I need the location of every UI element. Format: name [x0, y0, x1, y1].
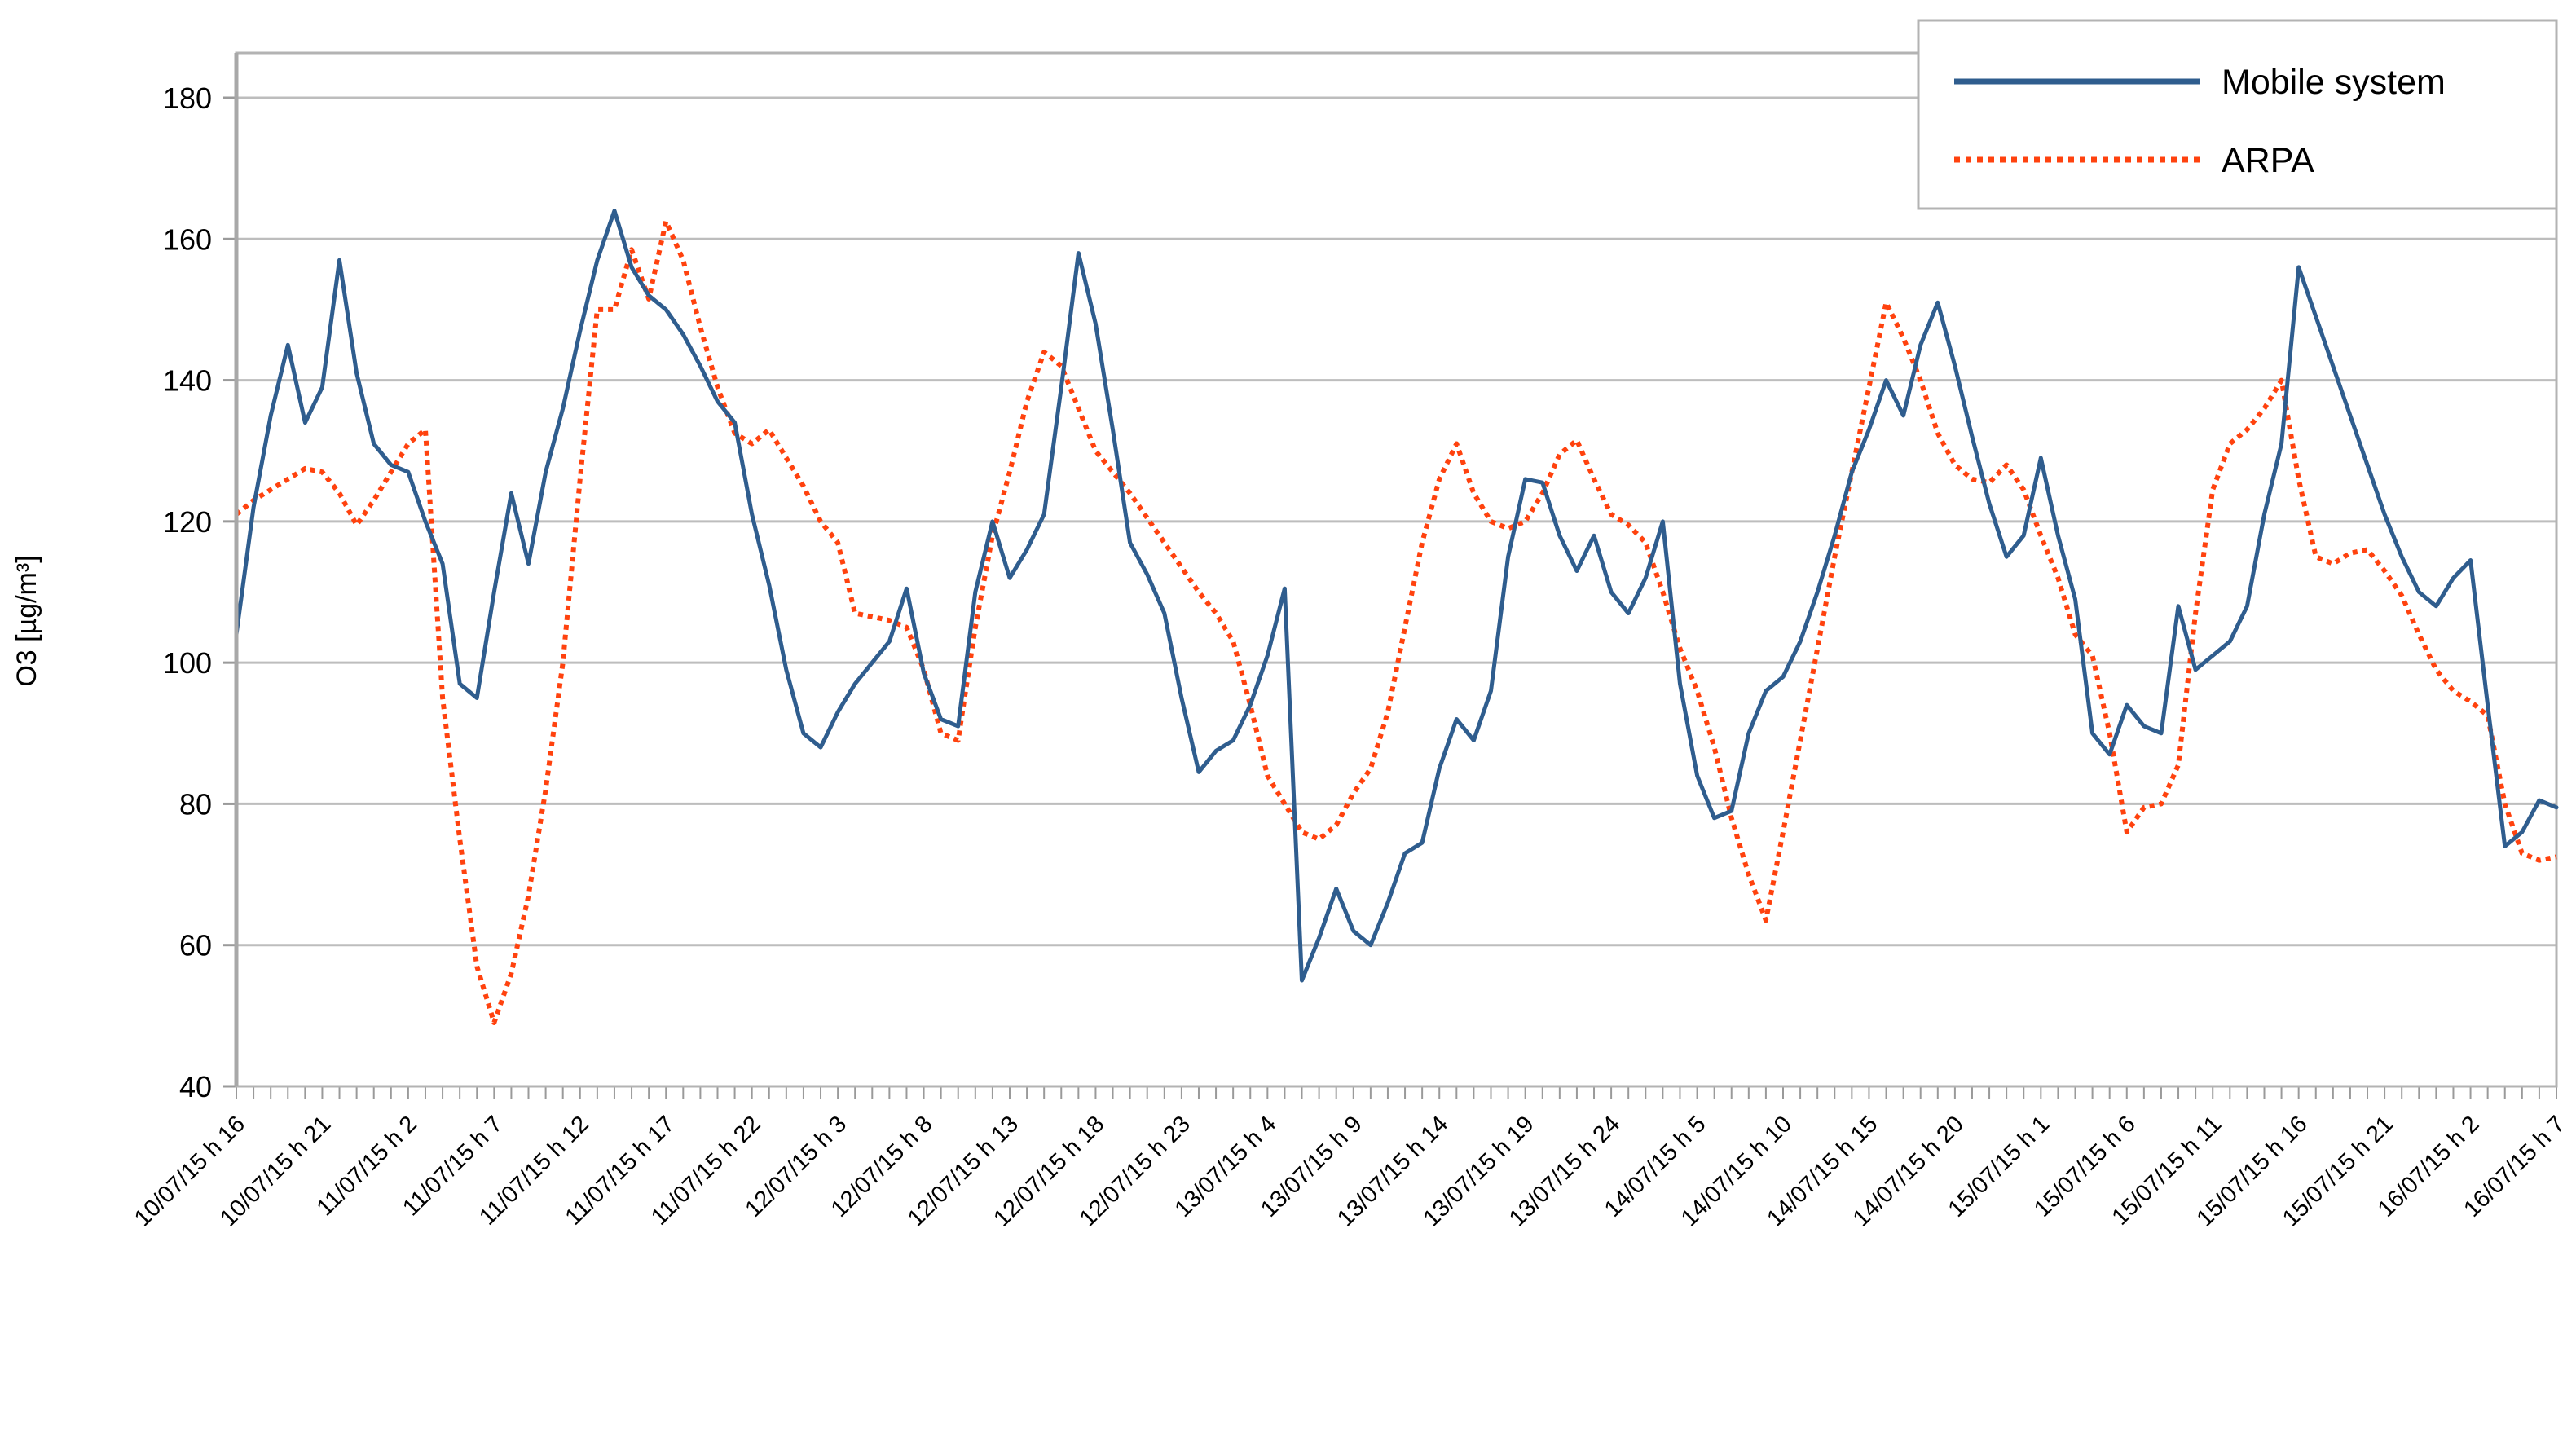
- legend-label-mobile-system: Mobile system: [2222, 63, 2446, 102]
- y-tick-label: 140: [163, 364, 212, 398]
- series-arpa: [235, 218, 2557, 1025]
- y-tick-label: 60: [179, 929, 212, 962]
- y-tick-label: 100: [163, 646, 212, 680]
- y-tick-label: 160: [163, 222, 212, 256]
- legend: Mobile system ARPA: [1917, 19, 2558, 210]
- x-axis-ticks: [236, 1086, 2557, 1099]
- y-tick-label: 80: [179, 787, 212, 821]
- series-line-mobile-system: [234, 209, 2559, 983]
- legend-label-arpa: ARPA: [2222, 141, 2314, 180]
- gridlines: [236, 96, 2556, 947]
- legend-box: [1917, 19, 2558, 210]
- series-mobile-system: [234, 209, 2559, 983]
- y-tick-label: 180: [163, 81, 212, 115]
- y-tick-label: 40: [179, 1070, 212, 1103]
- y-axis-labels: 40 60 80 100 120 140 160 180: [163, 81, 212, 1103]
- y-axis-title: O3 [µg/m³]: [11, 555, 42, 686]
- series-line-arpa: [235, 218, 2557, 1025]
- y-axis-ticks: [223, 96, 236, 1088]
- y-tick-label: 120: [163, 505, 212, 539]
